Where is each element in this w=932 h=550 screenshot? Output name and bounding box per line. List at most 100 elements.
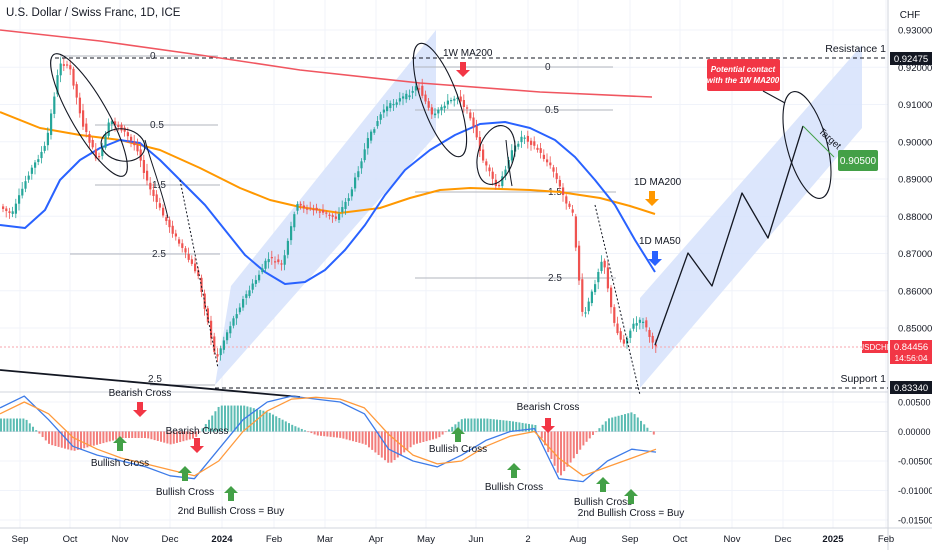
candle-body — [155, 194, 158, 203]
candle-body — [411, 91, 414, 93]
candle-body — [408, 95, 411, 98]
candle-body — [34, 162, 37, 168]
candle-body — [440, 106, 443, 111]
candle-body — [379, 114, 382, 120]
macd-histogram-bar — [230, 405, 233, 432]
candle-body — [142, 159, 145, 173]
macd-histogram-bar — [236, 405, 239, 432]
ellipse-top-1 — [50, 53, 128, 177]
candle-body — [174, 233, 177, 237]
macd-histogram-bar — [566, 431, 569, 467]
candle-body — [296, 203, 299, 211]
fib-label: 0.5 — [150, 120, 164, 131]
macd-histogram-bar — [144, 431, 146, 438]
candle-body — [114, 121, 117, 125]
candle-body — [94, 149, 97, 159]
candle-body — [462, 100, 465, 107]
macd-histogram-bar — [576, 431, 578, 454]
candle-body — [536, 147, 539, 150]
candle-body — [123, 127, 126, 132]
macd-histogram-bar — [560, 431, 562, 476]
w1-ma200-line — [0, 29, 653, 98]
candle-body — [629, 330, 632, 338]
signal-line — [0, 396, 657, 477]
callout-box — [707, 59, 780, 91]
macd-histogram-bar — [147, 431, 150, 439]
price-tick: 0.88000 — [898, 212, 932, 223]
candle-body — [539, 148, 542, 153]
macd-histogram-bar — [470, 418, 473, 432]
macd-histogram-bar — [496, 419, 498, 432]
macd-histogram-bar — [534, 424, 537, 432]
bullish-cross-label: 2nd Bullish Cross = Buy — [178, 506, 284, 517]
macd-histogram-bar — [316, 431, 319, 436]
candle-body — [370, 131, 373, 141]
macd-histogram-bar — [515, 421, 518, 432]
time-tick: Feb — [266, 534, 282, 545]
candle-body — [104, 133, 107, 148]
candle-body — [318, 211, 321, 213]
macd-histogram-bar — [358, 431, 361, 443]
macd-histogram-bar — [403, 431, 406, 453]
candle-body — [190, 259, 193, 264]
candle-body — [510, 150, 513, 161]
symbol-badge — [862, 341, 888, 353]
macd-histogram-bar — [281, 419, 284, 432]
annotation-labels: 1W MA200 1D MA200 1D MA50 Potential contact… — [6, 7, 878, 266]
candle-body — [328, 214, 331, 216]
macd-histogram-bar — [652, 431, 655, 435]
price-tick: 0.87000 — [898, 249, 932, 260]
macd-histogram-bar — [556, 431, 559, 473]
macd-histogram-bar — [108, 431, 111, 442]
candle-body — [120, 124, 123, 131]
candle-body — [424, 94, 427, 102]
fib-label: 2.5 — [152, 249, 166, 260]
candle-body — [69, 65, 72, 70]
macd-histogram-bar — [166, 431, 169, 444]
candle-body — [405, 93, 408, 100]
macd-histogram-bar — [544, 431, 546, 446]
macd-histogram-bar — [118, 431, 121, 439]
macd-histogram-bar — [444, 431, 447, 433]
candle-body — [456, 97, 459, 100]
macd-histogram-bar — [380, 431, 383, 458]
macd-histogram-bar — [361, 431, 364, 444]
macd-histogram-bar — [128, 431, 130, 438]
candle-body — [78, 97, 81, 114]
candle-body — [88, 134, 91, 143]
symbol-badge-text: USDCHF — [858, 343, 891, 352]
candle-body — [181, 243, 184, 248]
macd-histogram-bar — [211, 415, 214, 432]
ellipse-target — [782, 91, 832, 199]
price-tick: 0.91000 — [898, 100, 932, 111]
bearish-cross-label: Bearish Cross — [166, 426, 229, 437]
candle-body — [85, 123, 88, 133]
macd-histogram-bar — [608, 418, 610, 432]
fib-label: 2.5 — [148, 374, 162, 385]
fib-label: 2.5 — [548, 273, 562, 284]
candle-body — [584, 312, 587, 314]
macd-histogram-bar — [278, 417, 281, 432]
candle-body — [482, 149, 485, 161]
bullish-arrow-icon — [507, 463, 521, 478]
bearish-cross-label: Bearish Cross — [517, 402, 580, 413]
macd-histogram-bar — [604, 421, 607, 432]
ellipse-top-2 — [412, 42, 468, 158]
candle-body — [453, 98, 456, 101]
candle-body — [261, 268, 264, 273]
macd-histogram-bar — [195, 431, 198, 437]
candle-body — [578, 245, 581, 281]
candle-body — [347, 198, 350, 201]
candle-body — [264, 260, 267, 269]
candle-body — [504, 169, 507, 177]
candle-body — [434, 113, 437, 116]
macd-histogram-bar — [640, 420, 642, 432]
time-tick: Feb — [878, 534, 894, 545]
time-tick: Sep — [12, 534, 29, 545]
candle-body — [354, 177, 357, 189]
macd-histogram-bar — [569, 431, 572, 463]
macd-histogram-bar — [531, 424, 534, 432]
time-axis: Sep Oct Nov Dec 2024 Feb Mar Apr May Jun 2 Aug Sep Oc… — [12, 534, 895, 545]
candle-body — [62, 64, 65, 66]
macd-histogram-bar — [393, 431, 396, 461]
